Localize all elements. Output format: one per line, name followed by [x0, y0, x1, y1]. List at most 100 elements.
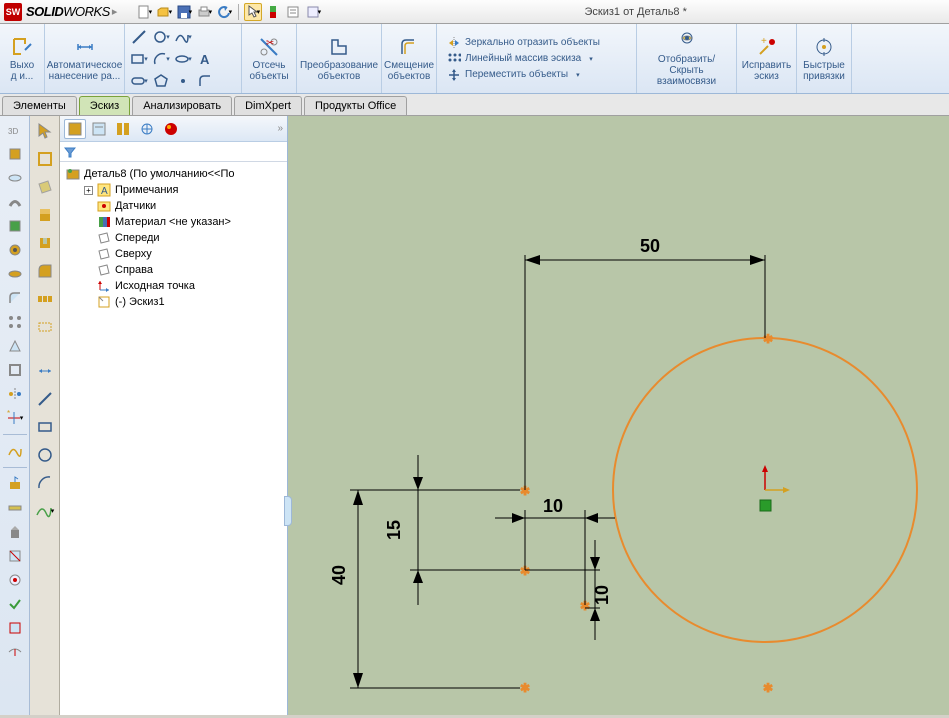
shell-icon[interactable] — [5, 360, 25, 380]
plane-icon[interactable] — [34, 176, 56, 198]
sketch-icon[interactable] — [34, 148, 56, 170]
new-button[interactable]: ▾ — [135, 3, 153, 21]
circle-tool[interactable]: ▾ — [151, 27, 171, 47]
fillet-tool-icon[interactable] — [34, 260, 56, 282]
dimension-tool-icon[interactable] — [34, 360, 56, 382]
tab-office[interactable]: Продукты Office — [304, 96, 407, 115]
tab-evaluate[interactable]: Анализировать — [132, 96, 232, 115]
text-tool[interactable]: A — [195, 49, 215, 69]
revolve-icon[interactable] — [5, 168, 25, 188]
expand-tree-icon[interactable]: » — [277, 123, 283, 134]
rib-icon[interactable] — [5, 336, 25, 356]
pattern-icon[interactable] — [5, 312, 25, 332]
undo-button[interactable]: ▾ — [215, 3, 233, 21]
line-tool[interactable] — [129, 27, 149, 47]
check-icon[interactable] — [5, 594, 25, 614]
select-button[interactable]: ▾ — [244, 3, 262, 21]
cut-revolve-icon[interactable] — [5, 264, 25, 284]
dimension-10-v[interactable]: 10 — [525, 540, 612, 640]
instant3d-icon[interactable] — [5, 474, 25, 494]
open-button[interactable]: ▾ — [155, 3, 173, 21]
dimension-15[interactable]: 15 — [384, 455, 520, 605]
print-button[interactable]: ▾ — [195, 3, 213, 21]
tree-sketch1[interactable]: (-) Эскиз1 — [62, 294, 285, 310]
slot-tool[interactable]: ▾ — [129, 71, 149, 91]
tree-origin[interactable]: Исходная точка — [62, 278, 285, 294]
import-diag-icon[interactable] — [5, 618, 25, 638]
feature-toolbar: ▾ — [30, 116, 60, 715]
tab-dimxpert[interactable]: DimXpert — [234, 96, 302, 115]
deviation-icon[interactable] — [5, 642, 25, 662]
3d-sketch-icon[interactable]: 3D — [5, 120, 25, 140]
svg-text:50: 50 — [640, 236, 660, 256]
extrude-icon[interactable] — [5, 144, 25, 164]
smart-dimension-button[interactable]: Автоматическое нанесение ра... — [45, 24, 125, 93]
quick-snaps-button[interactable]: Быстрые привязки — [797, 24, 852, 93]
curves-icon[interactable] — [5, 441, 25, 461]
tree-right-plane[interactable]: Справа — [62, 262, 285, 278]
ellipse-tool[interactable]: ▾ — [173, 49, 193, 69]
mass-icon[interactable] — [5, 522, 25, 542]
dimension-40[interactable]: 40 — [329, 490, 520, 688]
svg-text:15: 15 — [384, 520, 404, 540]
pattern-group: Зеркально отразить объекты Линейный масс… — [437, 24, 637, 93]
measure-icon[interactable] — [5, 498, 25, 518]
polygon-tool[interactable] — [151, 71, 171, 91]
cut-extrude-icon[interactable] — [5, 216, 25, 236]
rectangle-tool[interactable]: ▾ — [129, 49, 149, 69]
panel-flyout-handle[interactable] — [284, 496, 292, 526]
linear-pattern-button[interactable]: Линейный массив эскиза▾ — [447, 52, 593, 66]
dimension-50[interactable]: 50 — [525, 236, 765, 490]
tab-sketch[interactable]: Эскиз — [79, 96, 130, 115]
sweep-icon[interactable] — [5, 192, 25, 212]
tree-annotations[interactable]: + A Примечания — [62, 182, 285, 198]
tree-sensors[interactable]: Датчики — [62, 198, 285, 214]
property-manager-tab-icon[interactable] — [88, 119, 110, 139]
arc-sk-icon[interactable] — [34, 472, 56, 494]
hole-icon[interactable] — [5, 240, 25, 260]
extrude-boss-icon[interactable] — [34, 204, 56, 226]
select-tool-icon[interactable] — [34, 120, 56, 142]
tree-root[interactable]: Деталь8 (По умолчанию<<По — [62, 166, 285, 182]
render-tab-icon[interactable] — [160, 119, 182, 139]
move-button[interactable]: Переместить объекты▾ — [447, 68, 580, 82]
trim-button[interactable]: ✂ Отсечь объекты — [242, 24, 297, 93]
help-button[interactable]: ▾ — [304, 3, 322, 21]
convert-button[interactable]: Преобразование объектов — [297, 24, 382, 93]
spline-sk-icon[interactable]: ▾ — [34, 500, 56, 522]
tree-filter[interactable] — [60, 142, 287, 162]
feature-manager-tab-icon[interactable] — [64, 119, 86, 139]
tab-features[interactable]: Элементы — [2, 96, 77, 115]
tree-material[interactable]: Материал <не указан> — [62, 214, 285, 230]
line-sk-icon[interactable] — [34, 388, 56, 410]
mirror-button[interactable]: Зеркально отразить объекты — [447, 36, 600, 50]
section-prop-icon[interactable] — [5, 546, 25, 566]
circle-sk-icon[interactable] — [34, 444, 56, 466]
rebuild-button[interactable] — [264, 3, 282, 21]
sensor-icon[interactable] — [5, 570, 25, 590]
dimxpert-tab-icon[interactable] — [136, 119, 158, 139]
repair-sketch-button[interactable]: + Исправить эскиз — [737, 24, 797, 93]
arc-tool[interactable]: ▾ — [151, 49, 171, 69]
graphics-area[interactable]: ✱ ✱ ✱ ✱ ✱ ✱ 50 — [288, 116, 949, 715]
fillet-tool[interactable] — [195, 71, 215, 91]
tree-top-plane[interactable]: Сверху — [62, 246, 285, 262]
options-button[interactable] — [284, 3, 302, 21]
left-toolbar: 3D *▾ — [0, 116, 30, 715]
cut-icon[interactable] — [34, 232, 56, 254]
filter-icon — [64, 146, 76, 158]
config-manager-tab-icon[interactable] — [112, 119, 134, 139]
rect-sk-icon[interactable] — [34, 416, 56, 438]
ref-plane-icon[interactable] — [34, 316, 56, 338]
offset-button[interactable]: Смещение объектов — [382, 24, 437, 93]
save-button[interactable]: ▾ — [175, 3, 193, 21]
spline-tool[interactable]: ▾ — [173, 27, 193, 47]
ref-geom-icon[interactable]: *▾ — [5, 408, 25, 428]
tree-front-plane[interactable]: Спереди — [62, 230, 285, 246]
exit-sketch-button[interactable]: Выхо д и... — [0, 24, 45, 93]
fillet-feat-icon[interactable] — [5, 288, 25, 308]
mirror-feat-icon[interactable] — [5, 384, 25, 404]
point-tool[interactable] — [173, 71, 193, 91]
linear-pat-icon[interactable] — [34, 288, 56, 310]
show-relations-button[interactable]: Отобразить/Скрыть взаимосвязи — [637, 24, 737, 93]
